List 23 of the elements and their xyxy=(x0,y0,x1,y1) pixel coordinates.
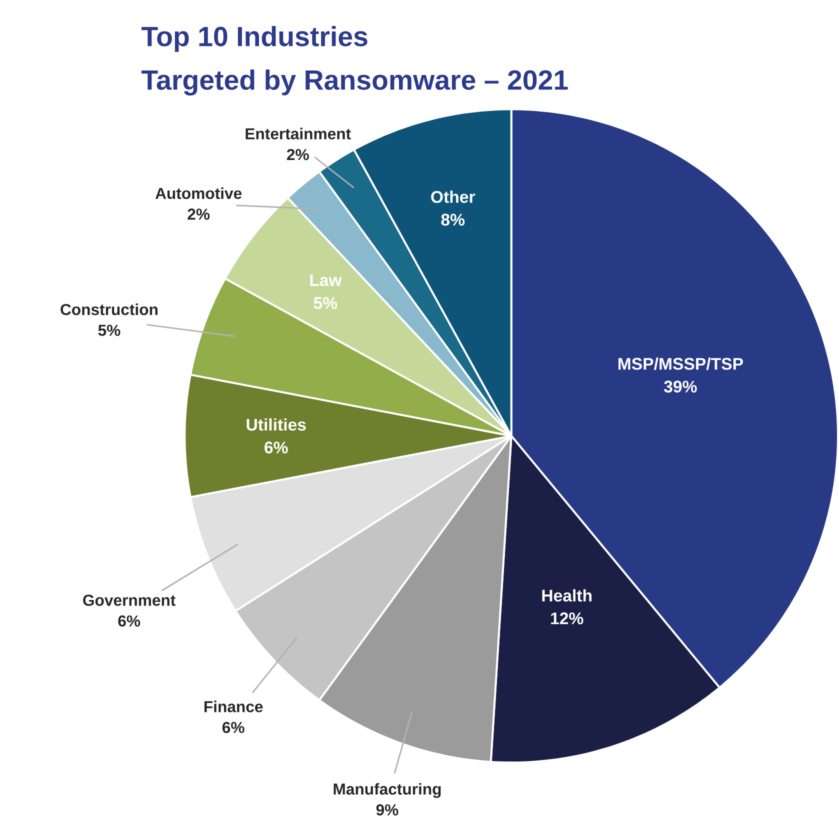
slice-label: Entertainment xyxy=(246,128,351,140)
slice-label: Law xyxy=(310,274,342,286)
slice-label: Other xyxy=(431,190,476,203)
data-label: 12% xyxy=(551,612,584,624)
data-label: 9% xyxy=(376,804,398,816)
data-label: 5% xyxy=(98,324,120,336)
data-label: 2% xyxy=(286,148,309,160)
data-label: 6% xyxy=(264,442,288,454)
data-label: 6% xyxy=(222,722,244,734)
data-label: 6% xyxy=(118,615,140,627)
data-label: 39% xyxy=(664,380,697,393)
slice-label: Utilities xyxy=(246,418,306,431)
data-label: 2% xyxy=(188,208,210,220)
slice-label: Finance xyxy=(204,700,263,712)
slice-label: Construction xyxy=(60,304,158,316)
data-label: 8% xyxy=(441,214,465,226)
slice-label: Manufacturing xyxy=(334,783,441,798)
slice-label: Health xyxy=(542,589,592,602)
chart-title: Top 10 Industries Targeted by Ransomware – 2021 xyxy=(142,26,568,96)
slice-label: Government xyxy=(83,594,176,606)
data-label: 5% xyxy=(314,297,338,309)
slice-label: Automotive xyxy=(155,187,242,199)
slice-label: MSP/MSSP/TSP xyxy=(618,357,743,370)
